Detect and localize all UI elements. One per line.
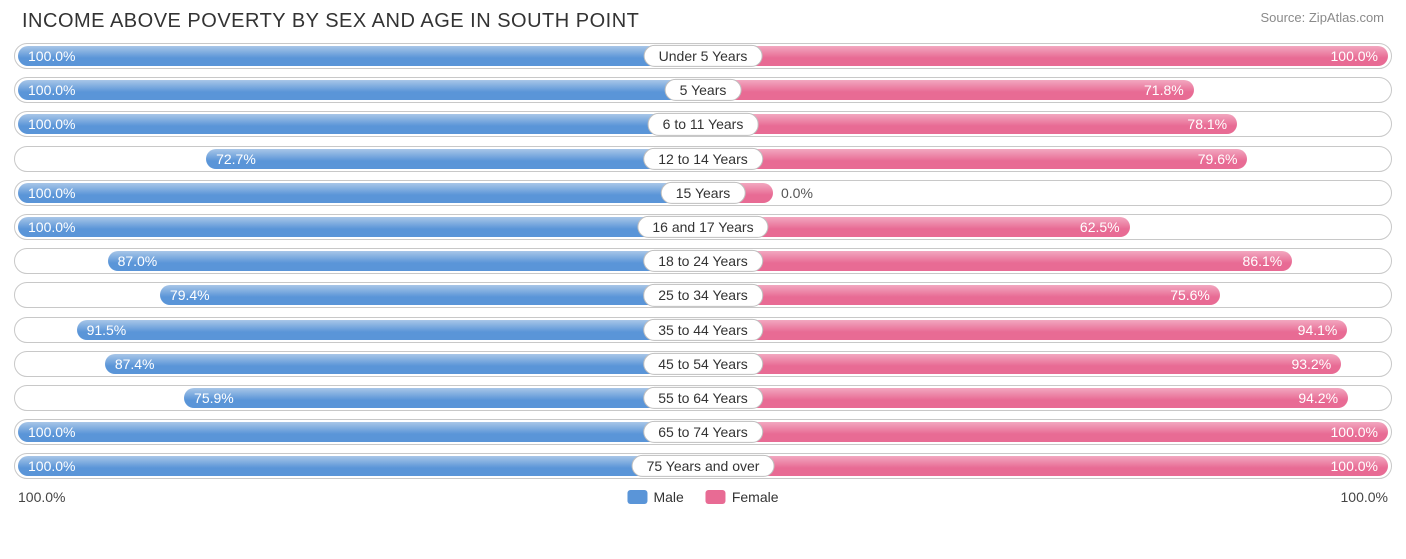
category-label: 15 Years xyxy=(661,182,746,204)
category-label: 5 Years xyxy=(665,79,742,101)
swatch-male xyxy=(627,490,647,504)
chart-row: 100.0% 78.1% 6 to 11 Years xyxy=(14,111,1392,137)
value-label-male: 91.5% xyxy=(87,317,127,343)
chart-row: 91.5% 94.1% 35 to 44 Years xyxy=(14,317,1392,343)
value-label-female: 62.5% xyxy=(1080,214,1120,240)
value-label-female: 71.8% xyxy=(1144,77,1184,103)
chart-row: 87.0% 86.1% 18 to 24 Years xyxy=(14,248,1392,274)
chart-row: 72.7% 79.6% 12 to 14 Years xyxy=(14,146,1392,172)
axis-labels: 100.0% Male Female 100.0% xyxy=(0,487,1406,505)
bar-female xyxy=(703,251,1292,271)
value-label-female: 100.0% xyxy=(1331,419,1378,445)
swatch-female xyxy=(706,490,726,504)
legend-label-male: Male xyxy=(653,489,683,505)
chart-row: 100.0% 0.0% 15 Years xyxy=(14,180,1392,206)
category-label: 35 to 44 Years xyxy=(643,318,763,340)
bar-male xyxy=(77,320,703,340)
category-label: 16 and 17 Years xyxy=(637,216,768,238)
value-label-female: 78.1% xyxy=(1187,111,1227,137)
value-label-male: 100.0% xyxy=(28,453,75,479)
category-label: 25 to 34 Years xyxy=(643,284,763,306)
category-label: 6 to 11 Years xyxy=(648,113,759,135)
value-label-male: 75.9% xyxy=(194,385,234,411)
category-label: 45 to 54 Years xyxy=(643,353,763,375)
value-label-female: 100.0% xyxy=(1331,43,1378,69)
category-label: 12 to 14 Years xyxy=(643,147,763,169)
bar-male xyxy=(18,46,703,66)
value-label-female: 94.2% xyxy=(1298,385,1338,411)
bar-female xyxy=(703,456,1388,476)
bar-male xyxy=(18,80,703,100)
bar-female xyxy=(703,149,1247,169)
value-label-male: 87.0% xyxy=(118,248,158,274)
bar-male xyxy=(18,217,703,237)
value-label-female: 93.2% xyxy=(1291,351,1331,377)
chart-area: 100.0% 100.0% Under 5 Years 100.0% 71.8% 5 Ye… xyxy=(0,37,1406,479)
axis-right-label: 100.0% xyxy=(1341,489,1388,505)
value-label-female: 94.1% xyxy=(1298,317,1338,343)
bar-female xyxy=(703,422,1388,442)
value-label-male: 87.4% xyxy=(115,351,155,377)
chart-row: 100.0% 100.0% 75 Years and over xyxy=(14,453,1392,479)
bar-female xyxy=(703,46,1388,66)
category-label: 55 to 64 Years xyxy=(643,387,763,409)
bar-male xyxy=(18,183,703,203)
category-label: Under 5 Years xyxy=(644,45,763,67)
bar-female xyxy=(703,388,1348,408)
chart-row: 87.4% 93.2% 45 to 54 Years xyxy=(14,351,1392,377)
value-label-male: 100.0% xyxy=(28,43,75,69)
bar-female xyxy=(703,320,1347,340)
legend: Male Female xyxy=(627,489,778,505)
chart-row: 79.4% 75.6% 25 to 34 Years xyxy=(14,282,1392,308)
value-label-female: 79.6% xyxy=(1198,146,1238,172)
chart-title: INCOME ABOVE POVERTY BY SEX AND AGE IN S… xyxy=(22,10,639,33)
bar-male xyxy=(160,285,703,305)
chart-source: Source: ZipAtlas.com xyxy=(1260,10,1384,25)
chart-row: 100.0% 100.0% Under 5 Years xyxy=(14,43,1392,69)
bar-male xyxy=(184,388,703,408)
category-label: 18 to 24 Years xyxy=(643,250,763,272)
value-label-male: 100.0% xyxy=(28,77,75,103)
category-label: 75 Years and over xyxy=(632,455,775,477)
bar-male xyxy=(18,114,703,134)
chart-row: 75.9% 94.2% 55 to 64 Years xyxy=(14,385,1392,411)
value-label-male: 100.0% xyxy=(28,214,75,240)
bar-female xyxy=(703,80,1194,100)
value-label-male: 100.0% xyxy=(28,111,75,137)
bar-female xyxy=(703,354,1341,374)
value-label-male: 100.0% xyxy=(28,180,75,206)
chart-row: 100.0% 71.8% 5 Years xyxy=(14,77,1392,103)
bar-female xyxy=(703,285,1220,305)
value-label-male: 100.0% xyxy=(28,419,75,445)
value-label-male: 72.7% xyxy=(216,146,256,172)
bar-male xyxy=(18,422,703,442)
value-label-female: 86.1% xyxy=(1243,248,1283,274)
bar-male xyxy=(105,354,703,374)
chart-row: 100.0% 100.0% 65 to 74 Years xyxy=(14,419,1392,445)
bar-male xyxy=(206,149,703,169)
legend-label-female: Female xyxy=(732,489,779,505)
bar-male xyxy=(108,251,703,271)
bar-male xyxy=(18,456,703,476)
bar-female xyxy=(703,114,1237,134)
value-label-female: 0.0% xyxy=(781,180,813,206)
value-label-female: 75.6% xyxy=(1170,282,1210,308)
legend-item-female: Female xyxy=(706,489,779,505)
legend-item-male: Male xyxy=(627,489,683,505)
axis-left-label: 100.0% xyxy=(18,489,65,505)
category-label: 65 to 74 Years xyxy=(643,421,763,443)
value-label-male: 79.4% xyxy=(170,282,210,308)
chart-header: INCOME ABOVE POVERTY BY SEX AND AGE IN S… xyxy=(0,0,1406,37)
chart-row: 100.0% 62.5% 16 and 17 Years xyxy=(14,214,1392,240)
value-label-female: 100.0% xyxy=(1331,453,1378,479)
